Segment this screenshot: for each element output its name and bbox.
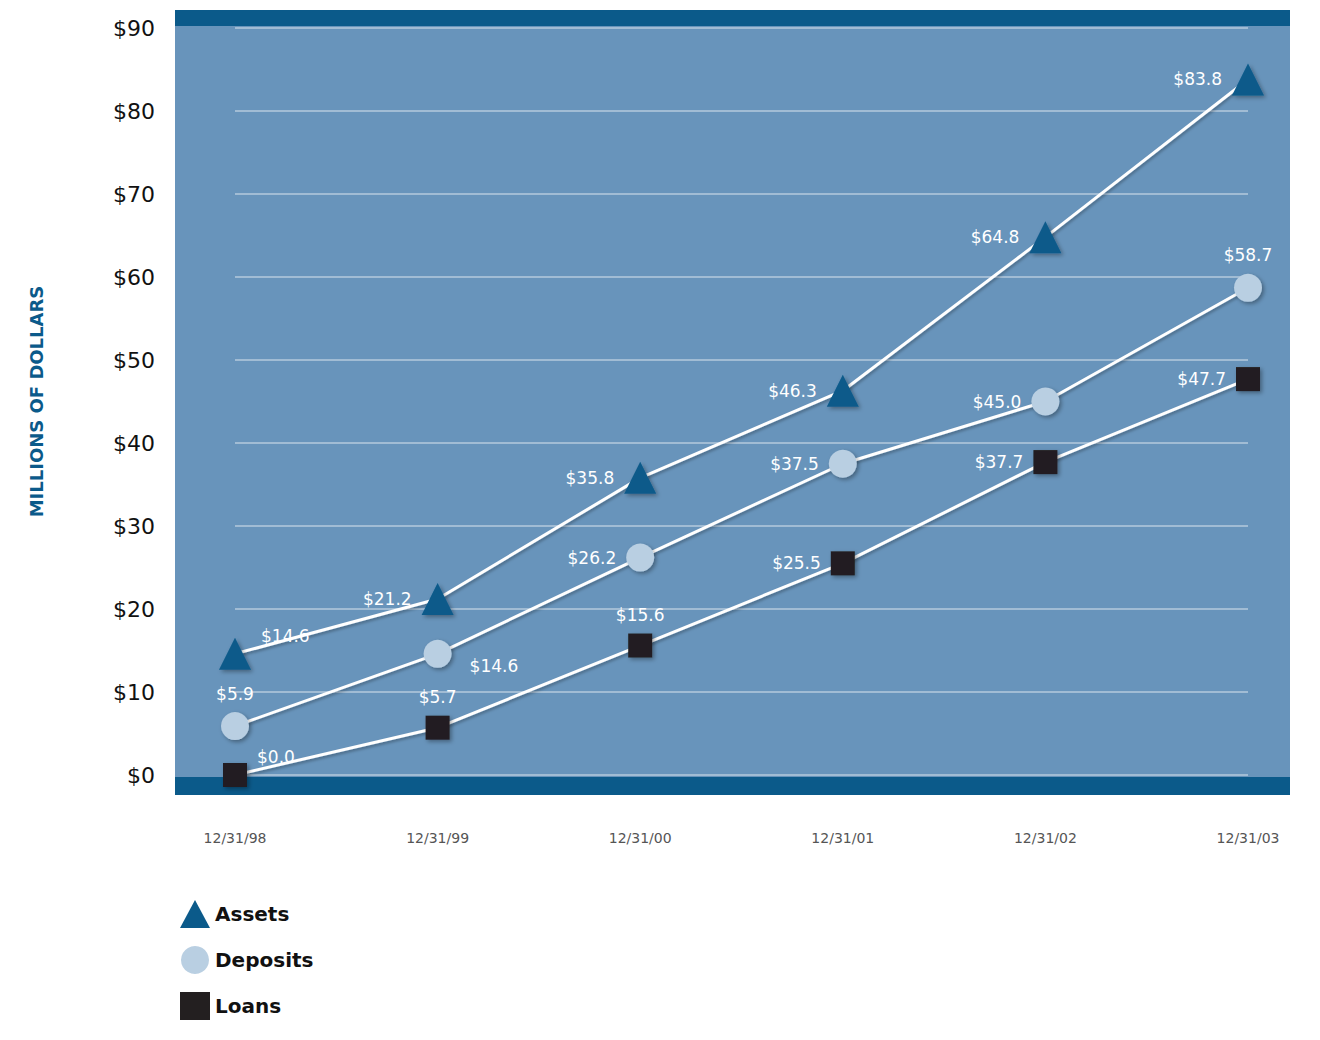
svg-text:$14.6: $14.6	[261, 626, 310, 646]
svg-text:12/31/02: 12/31/02	[1014, 830, 1077, 846]
svg-text:$25.5: $25.5	[772, 553, 821, 573]
svg-text:$45.0: $45.0	[973, 392, 1022, 412]
svg-text:$35.8: $35.8	[566, 468, 615, 488]
svg-text:$60: $60	[113, 265, 155, 290]
svg-text:$83.8: $83.8	[1173, 69, 1222, 89]
svg-text:Loans: Loans	[215, 994, 281, 1018]
svg-text:$30: $30	[113, 514, 155, 539]
svg-text:12/31/98: 12/31/98	[204, 830, 267, 846]
svg-text:$50: $50	[113, 348, 155, 373]
svg-text:$5.7: $5.7	[419, 687, 457, 707]
svg-text:$14.6: $14.6	[470, 656, 519, 676]
svg-text:12/31/03: 12/31/03	[1217, 830, 1280, 846]
svg-text:$58.7: $58.7	[1224, 245, 1273, 265]
svg-text:$15.6: $15.6	[616, 605, 665, 625]
svg-text:12/31/99: 12/31/99	[406, 830, 469, 846]
svg-text:MILLIONS OF DOLLARS: MILLIONS OF DOLLARS	[26, 286, 47, 518]
svg-text:Assets: Assets	[215, 902, 289, 926]
svg-text:$64.8: $64.8	[971, 227, 1020, 247]
svg-text:$80: $80	[113, 99, 155, 124]
svg-text:$5.9: $5.9	[216, 684, 254, 704]
svg-text:$20: $20	[113, 597, 155, 622]
svg-text:$70: $70	[113, 182, 155, 207]
svg-text:$47.7: $47.7	[1177, 369, 1226, 389]
svg-text:$21.2: $21.2	[363, 589, 412, 609]
svg-text:$10: $10	[113, 680, 155, 705]
svg-text:Deposits: Deposits	[215, 948, 313, 972]
svg-text:12/31/01: 12/31/01	[811, 830, 874, 846]
svg-text:$40: $40	[113, 431, 155, 456]
svg-text:12/31/00: 12/31/00	[609, 830, 672, 846]
svg-text:$26.2: $26.2	[568, 548, 617, 568]
svg-text:$37.5: $37.5	[770, 454, 819, 474]
svg-text:$46.3: $46.3	[768, 381, 817, 401]
svg-text:$0.0: $0.0	[257, 747, 295, 767]
svg-text:$90: $90	[113, 16, 155, 41]
svg-text:$0: $0	[127, 763, 155, 788]
svg-text:$37.7: $37.7	[975, 452, 1024, 472]
